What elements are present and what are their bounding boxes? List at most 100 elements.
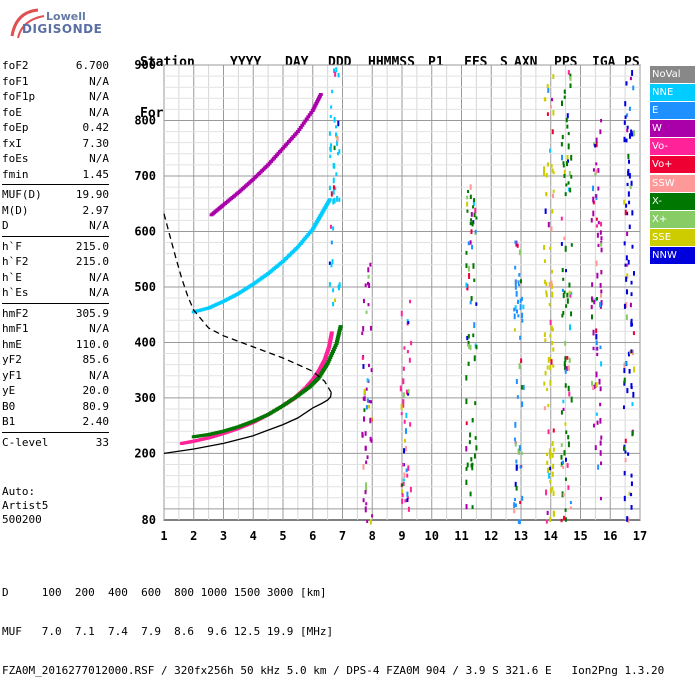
trace-point — [406, 473, 409, 478]
trace-point — [626, 263, 629, 267]
trace-point — [368, 282, 371, 288]
x-tick-label: 11 — [454, 529, 468, 543]
trace-point — [630, 383, 633, 389]
param-name: foF1 — [2, 74, 29, 88]
trace-point — [551, 291, 554, 298]
trace-point — [409, 422, 412, 427]
trace-point — [593, 384, 596, 390]
x-tick-label: 10 — [425, 529, 439, 543]
trace-point — [329, 114, 332, 118]
trace-point — [551, 486, 554, 491]
trace-point — [630, 492, 633, 497]
trace-point — [402, 462, 405, 467]
legend-item-ssw: SSW — [650, 174, 695, 192]
trace-point — [624, 438, 627, 444]
trace-point — [631, 70, 634, 76]
trace-point — [516, 243, 519, 248]
trace-point — [551, 471, 554, 477]
trace-point — [515, 464, 518, 471]
legend-item-nne: NNE — [650, 84, 695, 102]
trace-point — [560, 518, 563, 523]
trace-point — [600, 236, 603, 241]
trace-point — [569, 506, 572, 510]
param-name: yE — [2, 384, 16, 397]
legend-item-x: X- — [650, 192, 695, 210]
trace-point — [565, 304, 568, 308]
series-vo-point — [328, 336, 333, 340]
trace-point — [370, 400, 373, 404]
trace-point — [625, 203, 628, 208]
trace-point — [543, 244, 546, 250]
trace-point — [592, 185, 595, 192]
trace-point — [624, 457, 627, 463]
trace-point — [514, 305, 517, 311]
param-row: fmin 1.45 — [2, 167, 109, 183]
trace-point — [549, 454, 552, 460]
trace-point — [563, 174, 566, 178]
trace-point — [570, 311, 573, 317]
trace-point — [549, 105, 552, 109]
trace-point — [550, 280, 553, 286]
param-separator — [2, 184, 109, 185]
trace-point — [599, 418, 602, 424]
param-row: M(D) 2.97 — [2, 203, 109, 219]
trace-point — [520, 385, 523, 390]
auto-label: Auto: — [2, 485, 36, 498]
trace-point — [547, 403, 550, 408]
param-name: C-level — [2, 435, 49, 449]
trace-point — [551, 441, 554, 447]
param-name: yF2 — [2, 353, 22, 366]
trace-point — [591, 282, 594, 287]
y-tick-label: 200 — [134, 446, 156, 460]
series-w-point — [295, 130, 300, 134]
trace-point — [471, 465, 474, 471]
trace-point — [471, 244, 474, 250]
trace-point — [518, 519, 521, 525]
param-name: foEs — [2, 152, 29, 165]
trace-point — [328, 282, 331, 288]
series-nne-point — [312, 224, 317, 228]
series-nne-point — [321, 209, 326, 213]
trace-point — [552, 189, 555, 193]
trace-point — [520, 451, 523, 455]
series-nne-point — [309, 229, 314, 233]
x-tick-label: 9 — [398, 529, 405, 543]
trace-point — [551, 327, 554, 332]
series-nne-point — [314, 221, 319, 225]
trace-point — [469, 432, 472, 438]
trace-point — [595, 169, 598, 175]
trace-point — [626, 388, 629, 394]
trace-point — [599, 402, 602, 407]
trace-point — [405, 445, 408, 452]
param-value: 305.9 — [75, 306, 109, 320]
trace-point — [564, 457, 567, 462]
y-tick-label: 500 — [134, 280, 156, 294]
series-vo-point — [329, 331, 334, 335]
trace-point — [627, 159, 630, 164]
trace-point — [473, 322, 476, 329]
trace-point — [624, 115, 627, 119]
series-w-point — [270, 158, 275, 162]
trace-point — [469, 240, 472, 245]
trace-point — [562, 311, 565, 315]
trace-point — [623, 241, 626, 246]
trace-point — [627, 351, 630, 357]
trace-point — [564, 269, 567, 273]
trace-point — [332, 301, 335, 307]
trace-point — [406, 319, 409, 323]
trace-point — [514, 265, 517, 270]
trace-point — [593, 142, 596, 146]
trace-point — [410, 340, 413, 346]
trace-point — [595, 333, 598, 340]
trace-point — [365, 460, 368, 464]
trace-point — [514, 503, 517, 507]
trace-point — [565, 183, 568, 187]
trace-point — [364, 489, 367, 495]
trace-point — [594, 143, 597, 148]
trace-point — [564, 364, 567, 371]
trace-point — [598, 378, 601, 385]
trace-point — [552, 511, 555, 517]
y-tick-label: 400 — [134, 335, 156, 349]
trace-point — [549, 319, 552, 326]
trace-point — [548, 302, 551, 307]
